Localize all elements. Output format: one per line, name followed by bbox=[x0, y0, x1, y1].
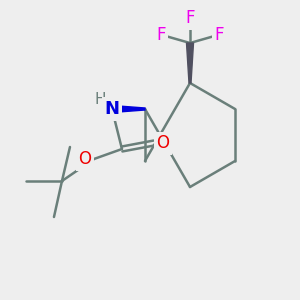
Text: N: N bbox=[104, 100, 119, 118]
Text: O: O bbox=[157, 134, 169, 152]
Text: F: F bbox=[214, 26, 224, 44]
Text: O: O bbox=[79, 150, 92, 168]
Polygon shape bbox=[112, 106, 145, 112]
Text: H: H bbox=[94, 92, 106, 106]
Text: F: F bbox=[185, 9, 195, 27]
Text: F: F bbox=[156, 26, 166, 44]
Polygon shape bbox=[187, 43, 194, 83]
